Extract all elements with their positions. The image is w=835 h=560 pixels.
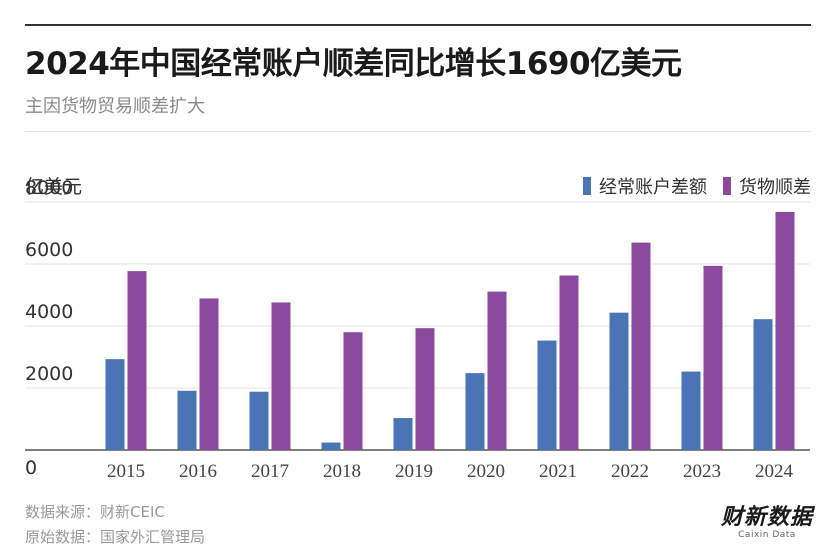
bar-current-account-2024 xyxy=(753,319,773,450)
bar-goods-surplus-2021 xyxy=(559,275,579,450)
x-tick-label: 2024 xyxy=(755,461,794,482)
y-tick-label: 2000 xyxy=(25,363,73,385)
bar-goods-surplus-2015 xyxy=(127,271,147,450)
legend-item-goods-surplus: 货物顺差 xyxy=(723,173,811,199)
legend-label-goods-surplus: 货物顺差 xyxy=(739,177,811,198)
bar-goods-surplus-2022 xyxy=(631,242,651,450)
top-rule xyxy=(25,24,811,26)
legend-swatch-current-account xyxy=(583,177,591,195)
bar-goods-surplus-2018 xyxy=(343,332,363,450)
data-source: 数据来源：财新CEIC xyxy=(25,503,165,521)
chart-subtitle: 主因货物贸易顺差扩大 xyxy=(25,96,205,117)
logo-text: 财新数据 xyxy=(720,505,813,530)
legend-label-current-account: 经常账户差额 xyxy=(599,177,707,198)
bar-goods-surplus-2017 xyxy=(271,302,291,450)
bar-current-account-2023 xyxy=(681,371,701,450)
bar-chart: 0 2000 4000 6000 8000 2015 2016 2017 2018 2019 202… xyxy=(25,177,810,482)
legend-swatch-goods-surplus xyxy=(723,177,731,195)
y-tick-label: 4000 xyxy=(25,301,73,323)
x-tick-label: 2016 xyxy=(179,461,217,482)
legend: 经常账户差额 货物顺差 xyxy=(583,173,811,199)
bar-current-account-2015 xyxy=(105,359,125,450)
x-tick-label: 2021 xyxy=(539,461,577,482)
x-tick-label: 2020 xyxy=(467,461,505,482)
x-tick-label: 2018 xyxy=(323,461,361,482)
bar-current-account-2016 xyxy=(177,390,197,450)
caixin-logo: 财新数据 Caixin Data xyxy=(720,505,813,541)
y-axis-unit: 亿美元 xyxy=(25,176,83,198)
x-tick-label: 2015 xyxy=(107,461,145,482)
bar-current-account-2018 xyxy=(321,442,341,450)
bar-goods-surplus-2024 xyxy=(775,211,795,450)
y-tick-label: 6000 xyxy=(25,239,73,261)
bar-current-account-2022 xyxy=(609,312,629,450)
bar-current-account-2017 xyxy=(249,391,269,450)
bar-goods-surplus-2020 xyxy=(487,291,507,450)
bar-goods-surplus-2023 xyxy=(703,265,723,450)
y-tick-label: 8000 xyxy=(25,177,73,199)
bar-goods-surplus-2016 xyxy=(199,298,219,450)
original-data-source: 原始数据：国家外汇管理局 xyxy=(25,528,206,546)
legend-item-current-account: 经常账户差额 xyxy=(583,173,707,199)
x-tick-label: 2022 xyxy=(611,461,649,482)
bar-current-account-2020 xyxy=(465,373,485,450)
y-tick-label: 0 xyxy=(25,457,37,479)
bar-goods-surplus-2019 xyxy=(415,328,435,450)
chart-title: 2024年中国经常账户顺差同比增长1690亿美元 xyxy=(25,46,682,82)
x-tick-label: 2019 xyxy=(395,461,433,482)
subtitle-rule xyxy=(25,131,811,132)
x-tick-label: 2017 xyxy=(251,461,289,482)
x-tick-label: 2023 xyxy=(683,461,721,482)
bar-current-account-2019 xyxy=(393,418,413,450)
bar-current-account-2021 xyxy=(537,340,557,450)
logo-subtext: Caixin Data xyxy=(738,530,796,540)
